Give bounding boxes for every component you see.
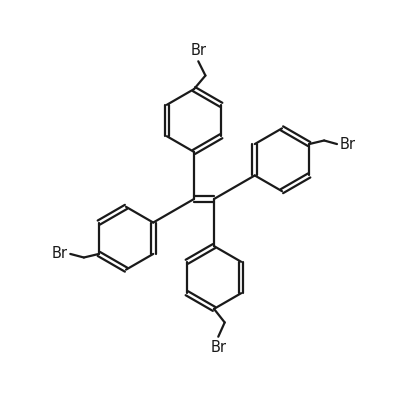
Text: Br: Br [210, 339, 226, 355]
Text: Br: Br [51, 246, 67, 261]
Text: Br: Br [190, 43, 206, 59]
Text: Br: Br [340, 137, 356, 152]
